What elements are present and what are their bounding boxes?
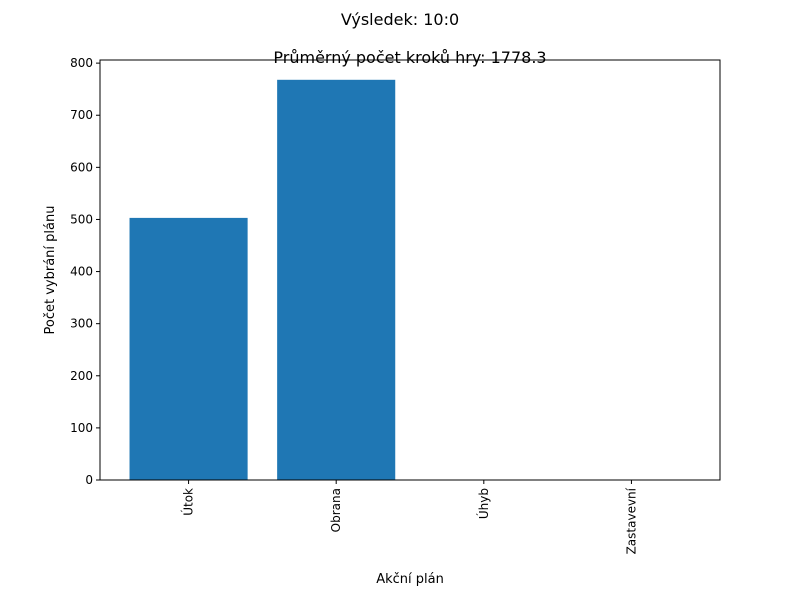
y-tick-label: 100 [70, 421, 93, 435]
y-tick-label: 400 [70, 265, 93, 279]
y-tick-label: 800 [70, 56, 93, 70]
y-tick-label: 600 [70, 160, 93, 174]
plot-frame [99, 59, 721, 481]
y-tick-label: 200 [70, 369, 93, 383]
y-axis: 0 100 200 300 400 500 600 700 800 [70, 56, 100, 487]
x-axis-label: Akční plán [376, 572, 444, 587]
x-axis: Útok Obrana Úhyb Zastavevní [181, 480, 638, 554]
bar-group [129, 79, 396, 481]
chart-title: Průměrný počet kroků hry: 1778.3 [273, 48, 546, 67]
y-tick-label: 300 [70, 317, 93, 331]
chart-suptitle: Výsledek: 10:0 [341, 10, 459, 29]
y-tick-label: 0 [85, 473, 93, 487]
x-tick-label: Útok [181, 488, 196, 516]
y-axis-label: Počet vybrání plánu [43, 206, 58, 335]
bar-2 [277, 79, 396, 481]
bar-1 [129, 217, 248, 481]
y-tick-label: 700 [70, 108, 93, 122]
x-tick-label: Obrana [329, 488, 343, 532]
x-tick-label: Zastavevní [624, 487, 638, 554]
y-tick-label: 500 [70, 212, 93, 226]
x-tick-label: Úhyb [476, 488, 491, 519]
